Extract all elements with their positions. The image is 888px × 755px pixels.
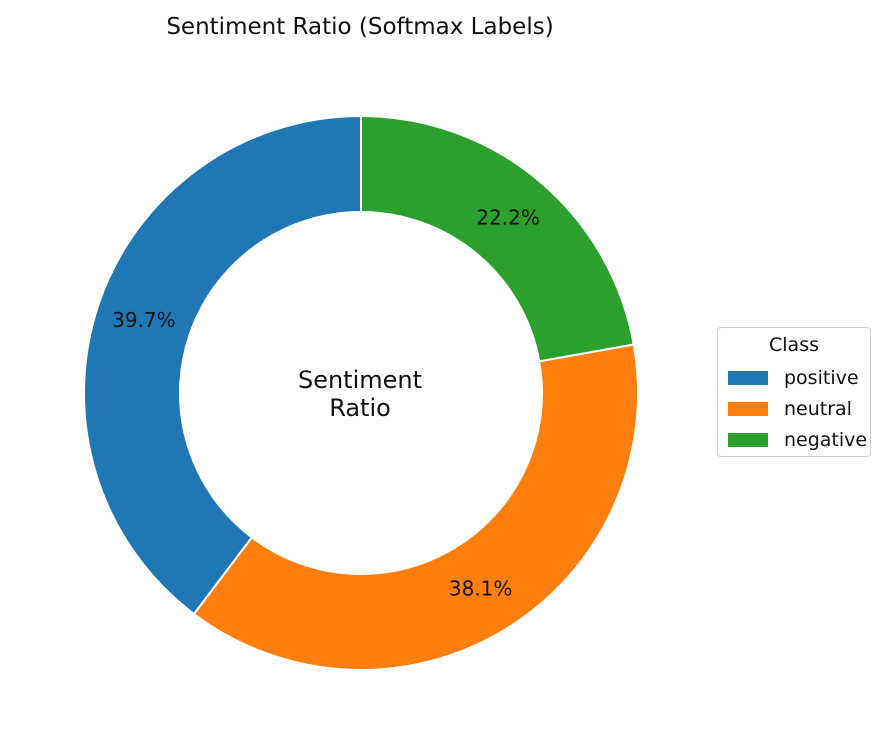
legend-swatch-neutral [728,402,768,416]
legend-label-positive: positive [784,367,859,389]
donut-slices [83,114,639,671]
legend-item-neutral: neutral [728,397,852,421]
slice-percent-labels: 39.7% 38.1% 22.2% [112,205,540,600]
slice-positive [83,114,362,616]
percent-label-negative: 22.2% [476,205,540,229]
legend-item-positive: positive [728,366,859,390]
center-label-line1: Sentiment [298,366,422,394]
center-label-line2: Ratio [329,394,391,422]
legend-title: Class [769,334,819,356]
legend-swatch-positive [728,371,768,385]
legend: Class positive neutral negative [717,327,871,457]
legend-label-negative: negative [784,429,868,451]
legend-label-neutral: neutral [784,398,852,420]
slice-neutral [192,343,639,671]
chart-title: Sentiment Ratio (Softmax Labels) [166,14,553,40]
percent-label-neutral: 38.1% [449,576,513,600]
legend-swatch-negative [728,433,768,447]
slice-negative [360,114,635,363]
legend-item-negative: negative [728,428,867,452]
percent-label-positive: 39.7% [112,308,176,332]
